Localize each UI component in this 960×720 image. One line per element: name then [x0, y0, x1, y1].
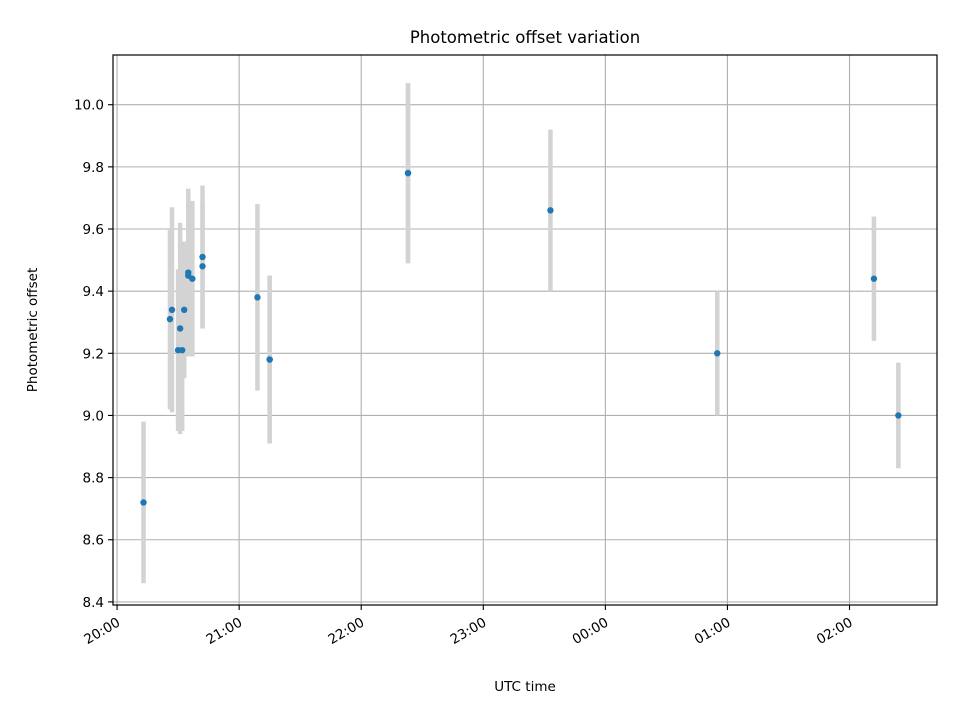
data-point: [185, 269, 192, 276]
data-point: [199, 253, 206, 261]
data-point: [168, 306, 176, 314]
data-point: [547, 207, 554, 214]
data-point: [404, 169, 412, 177]
y-tick-label: 9.2: [83, 346, 104, 362]
chart-title: Photometric offset variation: [410, 28, 640, 47]
data-point: [140, 499, 147, 506]
plot-frame: [112, 54, 938, 606]
y-tick-label: 9.0: [83, 408, 104, 424]
data-point: [178, 346, 186, 354]
data-point: [254, 294, 261, 301]
data-point: [181, 306, 188, 314]
y-axis-ticks: 8.4 8.6 8.8 9.0 9.2 9.4 9.6 9.8 10.0: [74, 98, 113, 611]
y-tick-label: 9.8: [83, 160, 104, 176]
data-point: [189, 275, 196, 282]
grid: [113, 55, 937, 605]
data-point: [895, 412, 902, 419]
y-axis-label: Photometric offset: [25, 268, 41, 392]
data-point: [266, 356, 273, 363]
y-tick-label: 8.4: [83, 595, 104, 611]
y-tick-label: 8.8: [83, 471, 104, 487]
data-point: [176, 325, 184, 332]
data-points: [140, 169, 902, 506]
data-point: [870, 275, 878, 282]
y-tick-label: 9.6: [83, 222, 104, 238]
data-point: [714, 350, 721, 357]
y-tick-label: 9.4: [83, 284, 104, 300]
y-tick-label: 8.6: [83, 533, 104, 549]
y-tick-label: 10.0: [74, 98, 104, 114]
x-axis-label: UTC time: [494, 679, 556, 695]
data-point: [166, 315, 174, 323]
data-point: [199, 263, 206, 270]
